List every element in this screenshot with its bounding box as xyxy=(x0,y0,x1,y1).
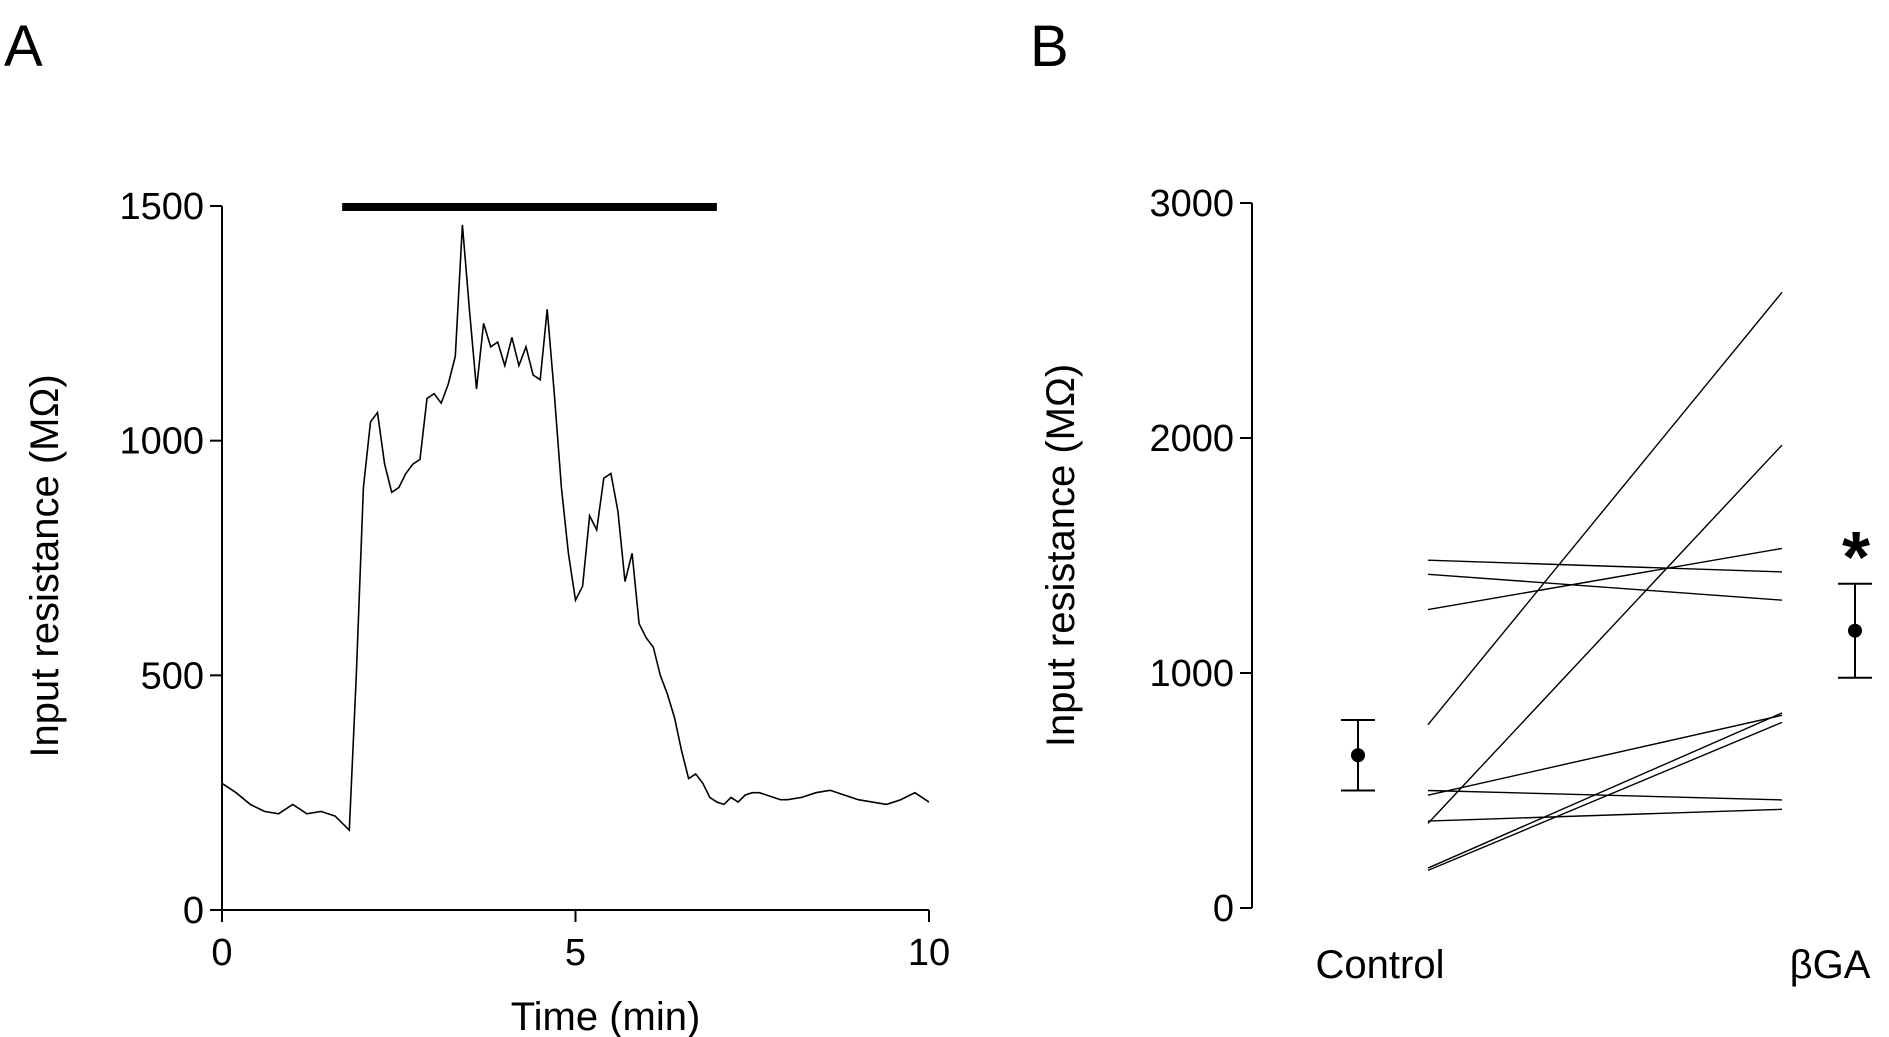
panel-a-x-tick-label: 0 xyxy=(211,932,232,974)
panel-a-y-tick-label: 1000 xyxy=(119,421,204,463)
panel-a-x-axis-title: Time (min) xyxy=(511,995,701,1037)
panel-b-chart: 0 1000 2000 3000 Control βGA * Input resist… xyxy=(1039,183,1872,987)
panel-a-x-tick-label: 10 xyxy=(908,932,950,974)
panel-b-paired-lines xyxy=(1427,291,1783,872)
panel-b-category-control: Control xyxy=(1316,943,1445,987)
panel-a-y-tick-label: 1500 xyxy=(119,186,204,228)
panel-b-label: B xyxy=(1030,14,1069,79)
panel-b-paired-line xyxy=(1427,559,1783,573)
panel-b-paired-line xyxy=(1427,714,1783,796)
panel-b-y-tick-label: 3000 xyxy=(1149,183,1234,225)
panel-a-x-tick-label: 5 xyxy=(565,932,586,974)
panel-b-paired-line xyxy=(1427,789,1783,801)
panel-b-mean-point xyxy=(1848,623,1862,638)
panel-a-y-axis-title: Input resistance (MΩ) xyxy=(23,374,67,757)
panel-b-paired-line xyxy=(1427,712,1783,869)
panel-b-y-tick-label: 1000 xyxy=(1149,653,1234,695)
panel-b-category-bga: βGA xyxy=(1790,943,1871,987)
panel-a-label: A xyxy=(4,14,43,79)
panel-b-paired-line xyxy=(1427,291,1783,726)
panel-b-y-tick-label: 2000 xyxy=(1149,418,1234,460)
panel-a-y-tick-label: 500 xyxy=(141,655,204,697)
panel-b-paired-line xyxy=(1427,721,1783,872)
panel-a-x-ticks: 0 5 10 xyxy=(211,910,950,974)
panel-b-y-ticks: 0 1000 2000 3000 xyxy=(1149,183,1252,930)
panel-b-mean-markers xyxy=(1341,582,1872,792)
panel-a-trace-line xyxy=(221,224,930,833)
panel-b-mean-point xyxy=(1351,748,1365,763)
panel-b-y-tick-label: 0 xyxy=(1213,888,1234,930)
panel-b-paired-line xyxy=(1427,808,1783,822)
panel-b-paired-line xyxy=(1427,444,1783,824)
panel-b-paired-line xyxy=(1427,573,1783,601)
panel-a-y-ticks: 0 500 1000 1500 xyxy=(119,186,222,932)
panel-b-y-axis-title: Input resistance (MΩ) xyxy=(1039,364,1083,747)
panel-b-paired-line xyxy=(1427,547,1783,611)
panel-a-y-tick-label: 0 xyxy=(183,890,204,932)
panel-b-significance-marker: * xyxy=(1842,518,1870,598)
panel-a-chart: 0 500 1000 1500 0 5 10 Time (min) Input resis… xyxy=(23,186,950,1037)
